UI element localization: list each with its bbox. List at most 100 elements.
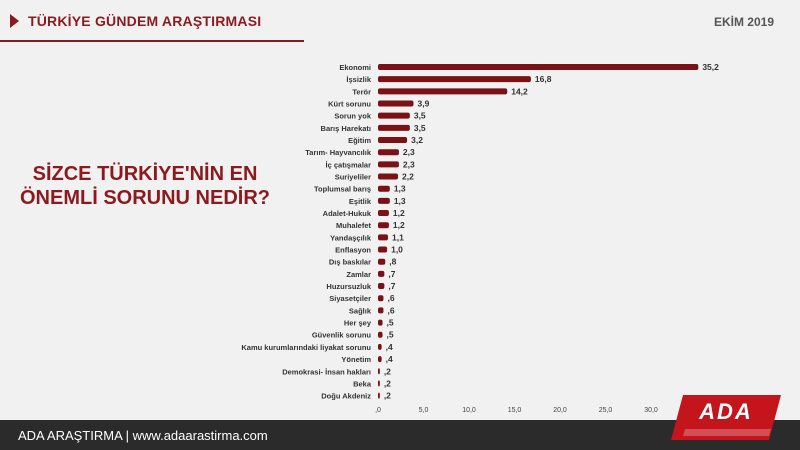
value-label: 3,5 bbox=[414, 111, 426, 121]
data-bar bbox=[378, 210, 389, 217]
data-bar bbox=[378, 76, 531, 83]
data-bar bbox=[378, 368, 380, 375]
category-label: Eşitlik bbox=[349, 197, 372, 206]
value-label: ,2 bbox=[384, 391, 391, 401]
category-label: Siyasetçiler bbox=[329, 294, 371, 303]
bar-chart: Ekonomi 35,2 İşsizlik 16,8 Terör 14,2 Kürt sor… bbox=[241, 62, 719, 414]
value-label: ,5 bbox=[387, 330, 394, 340]
data-bar bbox=[378, 283, 385, 290]
value-label: ,2 bbox=[384, 366, 391, 376]
data-bar bbox=[378, 161, 399, 168]
data-bar bbox=[378, 319, 383, 326]
data-bar bbox=[378, 295, 384, 302]
category-label: Enflasyon bbox=[335, 246, 371, 255]
value-label: ,8 bbox=[389, 257, 396, 267]
category-label: Kürt sorunu bbox=[328, 100, 371, 109]
category-label: Adalet-Hukuk bbox=[323, 209, 372, 218]
data-bar bbox=[378, 246, 388, 253]
category-label: Barış Harekatı bbox=[321, 124, 371, 133]
category-label: Eğitim bbox=[348, 136, 371, 145]
value-label: 1,1 bbox=[392, 232, 404, 242]
survey-question: SİZCE TÜRKİYE'NİN EN ÖNEMLİ SORUNU NEDİR… bbox=[20, 163, 270, 209]
x-tick-label: 25,0 bbox=[599, 407, 613, 414]
value-label: ,2 bbox=[384, 378, 391, 388]
ada-logo-text: ADA bbox=[699, 399, 753, 424]
report-date: EKİM 2019 bbox=[713, 15, 774, 29]
play-arrow-icon bbox=[10, 14, 19, 28]
data-bar bbox=[378, 124, 410, 131]
category-label: Tarım- Hayvancılık bbox=[305, 148, 372, 157]
data-bar bbox=[378, 331, 383, 338]
header-divider bbox=[0, 40, 304, 42]
category-label: Sağlık bbox=[349, 306, 372, 315]
value-label: 1,2 bbox=[393, 220, 405, 230]
value-label: ,6 bbox=[387, 305, 394, 315]
value-label: 14,2 bbox=[511, 86, 528, 96]
data-bar bbox=[378, 185, 390, 192]
category-label: Muhalefet bbox=[336, 221, 372, 230]
data-bar bbox=[378, 234, 389, 241]
data-bar bbox=[378, 307, 384, 314]
category-label: Ekonomi bbox=[339, 63, 371, 72]
x-tick-label: 20,0 bbox=[553, 407, 567, 414]
value-label: 35,2 bbox=[702, 62, 719, 72]
ada-logo bbox=[671, 395, 781, 440]
x-tick-label: ,0 bbox=[375, 407, 381, 414]
data-bar bbox=[378, 137, 408, 144]
value-label: ,7 bbox=[388, 281, 395, 291]
value-label: 2,3 bbox=[403, 159, 415, 169]
data-bar bbox=[378, 112, 410, 119]
category-label: Demokrasi- İnsan hakları bbox=[282, 367, 371, 376]
data-bar bbox=[378, 173, 399, 180]
data-bar bbox=[378, 222, 389, 229]
category-label: Doğu Akdeniz bbox=[321, 392, 371, 401]
value-label: 1,3 bbox=[394, 196, 406, 206]
value-label: 3,5 bbox=[414, 123, 426, 133]
value-label: 3,9 bbox=[417, 99, 429, 109]
data-bar bbox=[378, 88, 508, 95]
data-bar bbox=[378, 380, 380, 387]
value-label: 1,0 bbox=[391, 245, 403, 255]
value-label: ,7 bbox=[388, 269, 395, 279]
value-label: ,4 bbox=[386, 354, 393, 364]
category-label: Yandaşçılık bbox=[330, 233, 372, 242]
value-label: 16,8 bbox=[535, 74, 552, 84]
category-label: Beka bbox=[353, 379, 372, 388]
category-label: Kamu kurumlarındaki liyakat sorunu bbox=[241, 343, 371, 352]
data-bar bbox=[378, 149, 399, 156]
data-bar bbox=[378, 343, 382, 350]
x-tick-label: 10,0 bbox=[462, 407, 476, 414]
category-label: Huzursuzluk bbox=[326, 282, 371, 291]
footer-text: ADA ARAŞTIRMA | www.adaarastirma.com bbox=[18, 428, 268, 443]
header: TÜRKİYE GÜNDEM ARAŞTIRMASI EKİM 2019 bbox=[0, 0, 800, 44]
x-tick-label: 30,0 bbox=[644, 407, 658, 414]
value-label: ,6 bbox=[387, 293, 394, 303]
category-label: Yönetim bbox=[341, 355, 371, 364]
value-label: 2,3 bbox=[403, 147, 415, 157]
category-label: Suriyeliler bbox=[335, 173, 371, 182]
category-label: İşsizlik bbox=[346, 75, 371, 84]
category-label: Toplumsal barış bbox=[314, 185, 371, 194]
value-label: 2,2 bbox=[402, 172, 414, 182]
category-label: Her şey bbox=[344, 319, 372, 328]
category-label: Zamlar bbox=[346, 270, 371, 279]
category-label: Güvenlik sorunu bbox=[312, 331, 372, 340]
data-bar bbox=[378, 258, 386, 265]
footer: ADA ARAŞTIRMA | www.adaarastirma.com bbox=[0, 420, 800, 450]
data-bar bbox=[378, 270, 385, 277]
category-label: Sorun yok bbox=[334, 112, 372, 121]
data-bar bbox=[378, 392, 380, 399]
data-bar bbox=[378, 356, 382, 363]
x-tick-label: 5,0 bbox=[419, 407, 429, 414]
category-label: İç çatışmalar bbox=[326, 160, 372, 169]
report-title: TÜRKİYE GÜNDEM ARAŞTIRMASI bbox=[28, 13, 262, 29]
value-label: 3,2 bbox=[411, 135, 423, 145]
data-bar bbox=[378, 64, 699, 70]
data-bar bbox=[378, 197, 390, 204]
value-label: 1,2 bbox=[393, 208, 405, 218]
value-label: ,5 bbox=[387, 318, 394, 328]
x-tick-label: 15,0 bbox=[508, 407, 522, 414]
category-label: Dış baskılar bbox=[329, 258, 371, 267]
category-label: Terör bbox=[352, 87, 371, 96]
value-label: ,4 bbox=[386, 342, 393, 352]
